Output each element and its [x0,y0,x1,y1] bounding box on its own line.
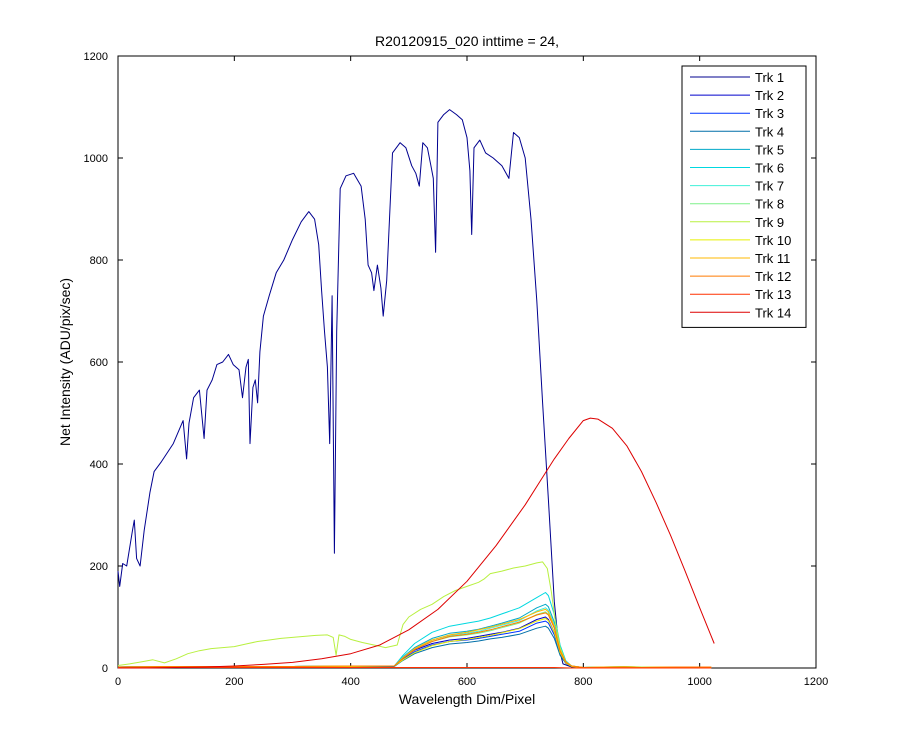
x-axis-title: Wavelength Dim/Pixel [399,691,535,707]
legend-label: Trk 9 [755,215,784,230]
legend-label: Trk 5 [755,142,784,157]
axis-tick-labels: 0 200 400 600 800 1000 1200 0 200 400 600 800 1000 12… [84,51,829,688]
series-lines [117,109,715,669]
y-tick-label: 200 [90,561,108,573]
y-tick-label: 0 [102,663,108,675]
y-tick-label: 800 [90,255,108,267]
legend-label: Trk 10 [755,233,791,248]
chart-title: R20120915_020 inttime = 24, [375,33,559,49]
legend-box [681,65,807,328]
x-tick-label: 1200 [804,676,828,688]
y-tick-label: 1000 [84,153,108,165]
x-tick-label: 400 [341,676,359,688]
y-tick-label: 400 [90,459,108,471]
legend-label: Trk 14 [755,305,791,320]
legend-label: Trk 7 [755,179,784,194]
y-tick-label: 1200 [84,51,108,63]
series-line-trk-9 [117,561,712,668]
x-tick-label: 1000 [687,676,711,688]
x-tick-label: 600 [458,676,476,688]
legend-label: Trk 8 [755,197,784,212]
legend-label: Trk 12 [755,269,791,284]
x-tick-label: 0 [115,676,121,688]
x-tick-label: 800 [574,676,592,688]
legend-label: Trk 3 [755,106,784,121]
legend-label: Trk 11 [755,251,790,266]
series-line-trk-13 [117,667,712,669]
series-line-trk-14 [118,417,715,669]
series-line-trk-12 [117,612,712,668]
legend-label: Trk 2 [755,88,784,103]
legend: Trk 1 Trk 2 Trk 3 Trk 4 Trk 5 Trk 6 Trk 7 Trk 8… [681,65,807,328]
legend-label: Trk 1 [755,70,784,85]
legend-label: Trk 13 [755,287,791,302]
y-axis-title: Net Intensity (ADU/pix/sec) [57,278,73,446]
y-tick-label: 600 [90,357,108,369]
series-line-trk-1 [117,109,712,669]
x-tick-label: 200 [225,676,243,688]
legend-label: Trk 4 [755,124,784,139]
legend-label: Trk 6 [755,161,784,176]
